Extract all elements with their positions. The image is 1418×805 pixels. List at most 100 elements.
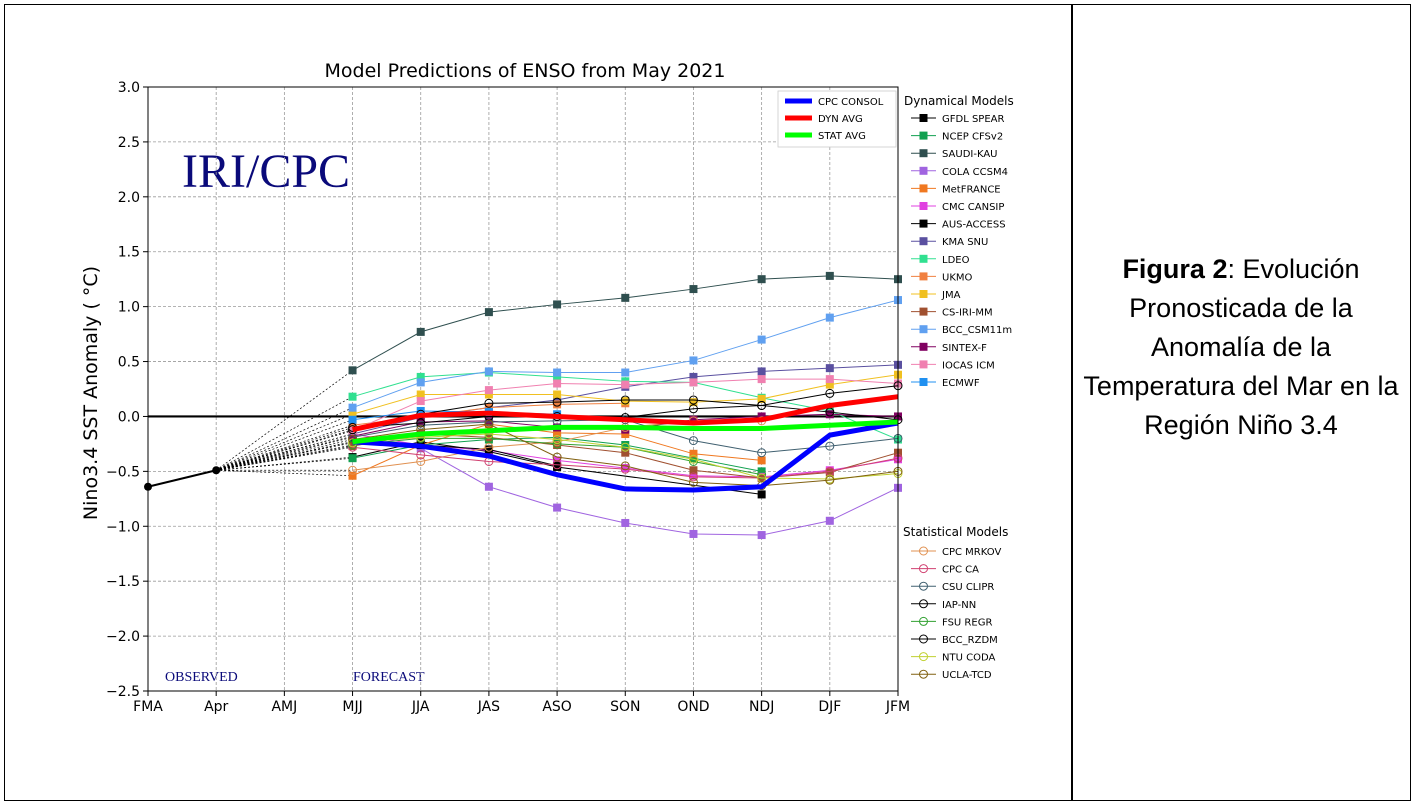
fan-line [216,445,353,471]
fan-line [216,441,353,471]
y-tick-label: −1.5 [106,574,140,590]
data-point-saudi-kau [553,300,562,309]
data-point-kma-snu [689,372,698,381]
y-tick-label: −1.0 [106,519,140,535]
y-tick-label: 1.0 [118,300,140,316]
legend-label-csu-clipr: CSU CLIPR [942,582,994,593]
legend-marker-cpc-mrkov [919,546,928,556]
figure-caption: Figura 2: Evolución Pronosticada de la A… [1074,250,1408,445]
data-point-fsu-regr [757,470,767,480]
fan-line [216,413,353,471]
model-series [348,271,903,540]
data-point-cola-ccsm4 [484,482,493,491]
legend-label-ecmwf: ECMWF [942,378,980,389]
series-line-dyn-avg [352,394,899,433]
y-tick-label: 2.0 [118,190,140,206]
legend-label-stat-avg: STAT AVG [818,131,866,142]
data-point-iap-nn [825,388,835,398]
data-point-cola-ccsm4 [621,518,630,527]
table-divider [1071,4,1073,801]
data-point-aus-access [484,445,493,454]
enso-chart: Model Predictions of ENSO from May 2021 … [80,60,1014,715]
data-point-metfrance [621,430,630,439]
data-point-bcc-csm11m [553,368,562,377]
data-point-bcc-csm11m [621,368,630,377]
data-point-cs-iri-mm [621,448,630,457]
legend-marker-aus-access [919,219,928,228]
fan-line [216,407,353,471]
y-tick-label: 3.0 [118,80,140,96]
data-point-metfrance [553,428,562,437]
data-point-ecmwf [416,406,425,415]
data-point-bcc-rzdm [416,418,426,428]
data-point-iocas-icm [757,375,766,384]
series-line-stat-avg [352,419,899,445]
data-point-ldeo [416,372,425,381]
fan-line [216,433,353,471]
data-point-iocas-icm [825,375,834,384]
fan-line [216,439,353,471]
y-tick-label: −2.5 [106,684,140,700]
legend-label-ldeo: LDEO [942,255,970,266]
legend-label-bcc-rzdm: BCC_RZDM [942,635,998,646]
legend-marker-ntu-coda [919,652,928,662]
legend-marker-cola-ccsm4 [919,166,928,175]
plot-frame [147,86,899,692]
legend-marker-cmc-cansip [919,202,928,210]
caption-text: : Evolución Pronosticada de la Anomalía … [1083,254,1399,440]
y-tick-label: 0.5 [118,355,140,371]
data-point-jma [757,394,766,403]
series-line-iap-nn [352,385,899,431]
y-tick-label: 1.5 [118,245,140,261]
fan-line [216,419,353,471]
data-point-jma [621,397,630,406]
legend-marker-ecmwf [919,378,928,386]
legend-marker-metfrance [919,184,928,193]
legend-marker-iocas-icm [919,360,928,369]
data-point-gfdl-spear [757,490,766,499]
legend-label-dyn-avg: DYN AVG [818,114,863,125]
data-point-cpc-mrkov [416,456,426,466]
data-point-ucla-tcd [620,461,630,471]
data-point-jma [553,390,562,399]
legend-marker-ucla-tcd [919,669,928,679]
legend-label-saudi-kau: SAUDI-KAU [942,149,998,160]
caption-label: Figura 2 [1122,254,1228,284]
data-point-aus-access [553,461,562,470]
x-tick-label: AMJ [271,699,297,715]
legend-marker-ldeo [919,254,928,263]
data-point-csu-clipr [688,436,698,446]
y-tick-label: 0.0 [118,409,140,425]
legend-label-bcc-csm11m: BCC_CSM11m [942,325,1012,336]
dynamical-legend-title: Dynamical Models [904,94,1014,108]
series-cpc-consol [352,420,899,493]
data-point-saudi-kau [621,293,630,302]
y-tick-label: −2.0 [106,629,140,645]
observed-line [147,469,217,488]
legend-marker-jma [919,290,928,298]
observed-series [144,466,221,491]
series-dyn-avg [352,394,899,433]
data-point-cpc-mrkov [348,465,358,475]
data-point-ncep-cfsv2 [621,441,630,450]
legend: CPC CONSOL DYN AVG STAT AVG Dynamical Model… [777,90,1014,681]
data-point-saudi-kau [757,275,766,284]
y-axis-label: Nino3.4 SST Anomaly ( °C) [80,266,102,520]
data-point-ukmo [553,400,562,409]
data-point-bcc-csm11m [416,378,425,387]
legend-marker-gfdl-spear [919,114,928,122]
data-point-ucla-tcd [825,475,835,485]
data-point-iap-nn [620,395,630,405]
data-point-iocas-icm [689,378,698,387]
x-tick-label: ASO [542,699,571,715]
x-tick-label: DJF [818,699,841,715]
data-point-cpc-ca [688,472,698,482]
axes: 3.0 2.5 2.0 1.5 1.0 0.5 0.0 −0.5 −1.0 −1.5 −2.0 −2.… [106,80,910,715]
data-point-cola-ccsm4 [553,503,562,512]
data-point-cola-ccsm4 [825,516,834,525]
data-point-csu-clipr [825,441,835,451]
legend-marker-ukmo [919,272,928,281]
data-point-kma-snu [825,364,834,373]
fan-line [216,469,353,477]
data-point-bcc-csm11m [757,335,766,344]
